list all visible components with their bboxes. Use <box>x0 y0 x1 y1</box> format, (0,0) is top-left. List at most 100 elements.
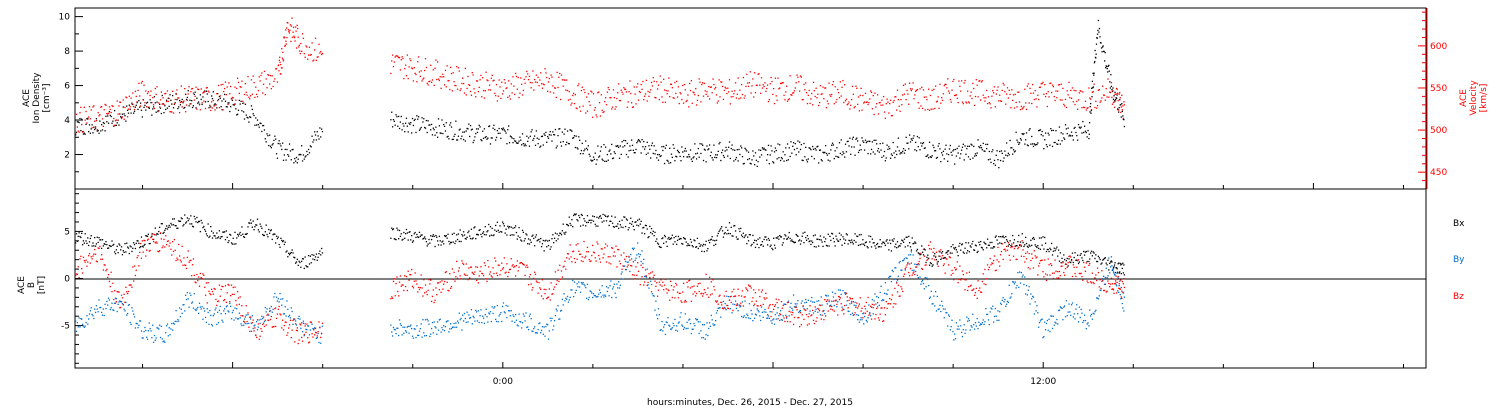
by-point <box>220 312 222 315</box>
velocity-point <box>86 122 88 124</box>
bx-point <box>688 244 690 247</box>
by-point <box>582 281 584 284</box>
density-point <box>857 151 860 154</box>
density-point <box>320 136 322 138</box>
density-point <box>596 159 598 161</box>
bx-point <box>637 219 639 221</box>
bx-point <box>636 224 638 226</box>
density-point <box>122 106 124 108</box>
bz-point <box>113 290 116 292</box>
velocity-point <box>120 117 123 120</box>
bx-point <box>608 224 610 227</box>
by-point <box>957 325 959 327</box>
by-point <box>562 304 564 306</box>
bz-point <box>78 276 80 279</box>
density-point <box>208 107 210 109</box>
bz-point <box>93 253 95 255</box>
density-point <box>1112 98 1115 101</box>
by-point <box>152 341 155 343</box>
bx-point <box>275 235 278 237</box>
density-point <box>1029 128 1031 130</box>
by-point <box>1071 302 1074 304</box>
density-point <box>1077 123 1080 126</box>
density-point <box>889 157 892 159</box>
velocity-point <box>111 104 113 107</box>
bx-point <box>96 236 98 238</box>
by-point <box>1122 307 1124 309</box>
velocity-point <box>417 61 419 63</box>
by-point <box>284 306 286 308</box>
density-point <box>315 139 318 141</box>
bx-point <box>399 235 402 238</box>
velocity-point <box>539 79 541 81</box>
density-point <box>1102 45 1104 47</box>
velocity-point <box>280 67 283 69</box>
bz-point <box>158 251 160 253</box>
velocity-point <box>843 101 845 104</box>
by-point <box>890 280 893 283</box>
bx-point <box>546 240 549 242</box>
bz-point <box>240 314 242 317</box>
by-point <box>600 296 602 298</box>
by-point <box>766 317 768 319</box>
bx-point <box>442 240 444 242</box>
velocity-point <box>224 81 227 83</box>
by-point <box>269 310 272 312</box>
by-point <box>765 311 767 313</box>
bx-point <box>80 236 82 239</box>
bx-point <box>695 246 697 248</box>
bx-point <box>319 250 321 252</box>
bx-point <box>208 236 210 239</box>
bx-point <box>1080 252 1082 255</box>
density-point <box>1030 143 1032 145</box>
velocity-point <box>123 118 125 120</box>
velocity-point <box>747 82 749 84</box>
bx-point <box>501 231 503 233</box>
by-point <box>792 294 795 296</box>
by-point <box>243 324 245 326</box>
density-point <box>892 141 894 144</box>
density-point <box>643 148 646 150</box>
bx-point <box>185 221 188 223</box>
velocity-point <box>104 103 106 106</box>
by-point <box>461 329 463 331</box>
velocity-point <box>464 67 467 70</box>
bx-point <box>756 243 758 246</box>
by-point <box>198 302 201 304</box>
bx-point <box>482 231 485 233</box>
density-point <box>473 139 475 142</box>
bx-point <box>878 246 880 248</box>
bz-point <box>254 327 256 329</box>
by-point <box>577 286 579 288</box>
density-point <box>940 160 942 163</box>
velocity-point <box>838 96 841 99</box>
bz-point <box>111 291 113 293</box>
velocity-point <box>391 60 393 62</box>
velocity-point <box>1112 90 1114 92</box>
density-point <box>649 148 651 150</box>
by-point <box>305 328 307 331</box>
density-point <box>897 137 900 139</box>
velocity-point <box>852 93 854 95</box>
by-point <box>750 309 752 312</box>
velocity-point <box>1026 85 1029 87</box>
by-point <box>100 311 103 314</box>
density-point <box>1096 37 1098 40</box>
velocity-point <box>1085 109 1087 111</box>
bx-point <box>850 239 853 241</box>
density-point <box>224 100 227 102</box>
bx-point <box>977 250 979 253</box>
density-point <box>545 131 547 134</box>
bz-point <box>110 271 112 273</box>
bx-point <box>895 243 897 245</box>
bx-point <box>75 242 77 244</box>
bz-point <box>298 339 300 341</box>
by-point <box>733 295 735 298</box>
bx-point <box>947 250 950 252</box>
velocity-point <box>117 113 119 115</box>
density-point <box>910 138 913 140</box>
density-point <box>805 146 807 149</box>
velocity-point <box>823 98 825 100</box>
bx-point <box>1102 258 1105 261</box>
by-point <box>1009 297 1011 299</box>
